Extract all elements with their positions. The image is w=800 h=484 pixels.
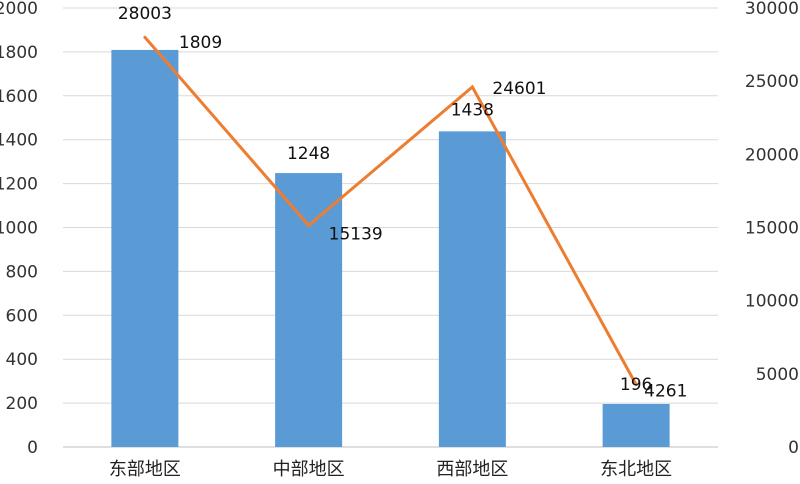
- y-left-tick-label: 1600: [0, 87, 38, 107]
- line-point: [470, 85, 474, 89]
- line-point: [143, 35, 147, 39]
- bar: [111, 49, 179, 447]
- line-point: [634, 383, 638, 387]
- bar: [438, 131, 506, 447]
- y-left-tick-label: 1200: [0, 175, 38, 195]
- bar: [602, 403, 670, 447]
- line-data-label: 28003: [118, 4, 172, 24]
- line-data-label: 15139: [329, 224, 383, 244]
- bar-data-label: 1809: [179, 33, 222, 53]
- line-series: [143, 36, 638, 386]
- y-right-tick-label: 0: [788, 438, 799, 458]
- line-data-label: 4261: [644, 382, 687, 402]
- bar-data-label: 196: [620, 375, 652, 395]
- y-right-tick-label: 15000: [745, 219, 799, 239]
- y-left-tick-label: 200: [6, 394, 38, 414]
- y-left-tick-label: 2000: [0, 0, 38, 19]
- y-left-tick-label: 1000: [0, 219, 38, 239]
- y-left-tick-label: 1800: [0, 43, 38, 63]
- bar: [275, 173, 343, 447]
- x-category-label: 西部地区: [436, 459, 508, 480]
- x-category-label: 东北地区: [600, 459, 672, 480]
- line-point: [307, 223, 311, 227]
- x-category-label: 中部地区: [273, 459, 345, 480]
- y-right-tick-label: 25000: [745, 72, 799, 92]
- y-left-tick-label: 1400: [0, 131, 38, 151]
- bar-data-label: 1248: [287, 144, 330, 164]
- y-right-tick-label: 5000: [756, 365, 799, 385]
- y-right-tick-label: 10000: [745, 292, 799, 312]
- y-left-tick-label: 0: [27, 438, 38, 458]
- line-data-label: 24601: [492, 79, 546, 99]
- y-left-tick-label: 800: [6, 262, 38, 282]
- x-category-label: 东部地区: [109, 459, 181, 480]
- bar-data-label: 1438: [451, 100, 494, 120]
- y-left-tick-label: 600: [6, 306, 38, 326]
- y-left-tick-label: 400: [6, 350, 38, 370]
- y-right-tick-label: 20000: [745, 145, 799, 165]
- y-right-tick-label: 30000: [745, 0, 799, 19]
